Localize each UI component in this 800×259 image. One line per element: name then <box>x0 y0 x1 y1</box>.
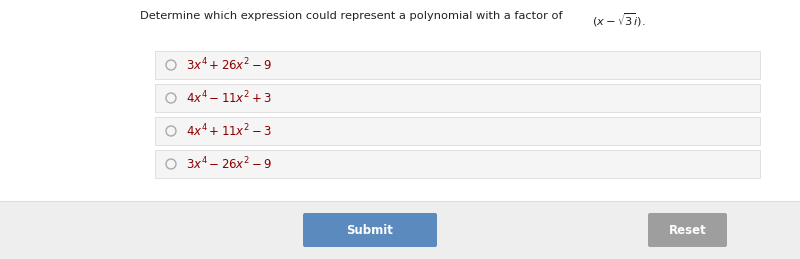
Text: $3x^4 - 26x^2 - 9$: $3x^4 - 26x^2 - 9$ <box>186 156 272 172</box>
FancyBboxPatch shape <box>155 51 760 79</box>
Text: $(x - \sqrt{3}i)$.: $(x - \sqrt{3}i)$. <box>592 11 646 29</box>
FancyBboxPatch shape <box>648 213 727 247</box>
FancyBboxPatch shape <box>155 84 760 112</box>
FancyBboxPatch shape <box>303 213 437 247</box>
Text: Reset: Reset <box>669 224 706 236</box>
FancyBboxPatch shape <box>155 117 760 145</box>
FancyBboxPatch shape <box>0 201 800 259</box>
Text: $4x^4 + 11x^2 - 3$: $4x^4 + 11x^2 - 3$ <box>186 123 272 139</box>
FancyBboxPatch shape <box>155 150 760 178</box>
Text: $4x^4 - 11x^2 + 3$: $4x^4 - 11x^2 + 3$ <box>186 90 272 106</box>
Text: Submit: Submit <box>346 224 394 236</box>
Text: $3x^4 + 26x^2 - 9$: $3x^4 + 26x^2 - 9$ <box>186 57 272 73</box>
Text: Determine which expression could represent a polynomial with a factor of: Determine which expression could represe… <box>140 11 566 21</box>
